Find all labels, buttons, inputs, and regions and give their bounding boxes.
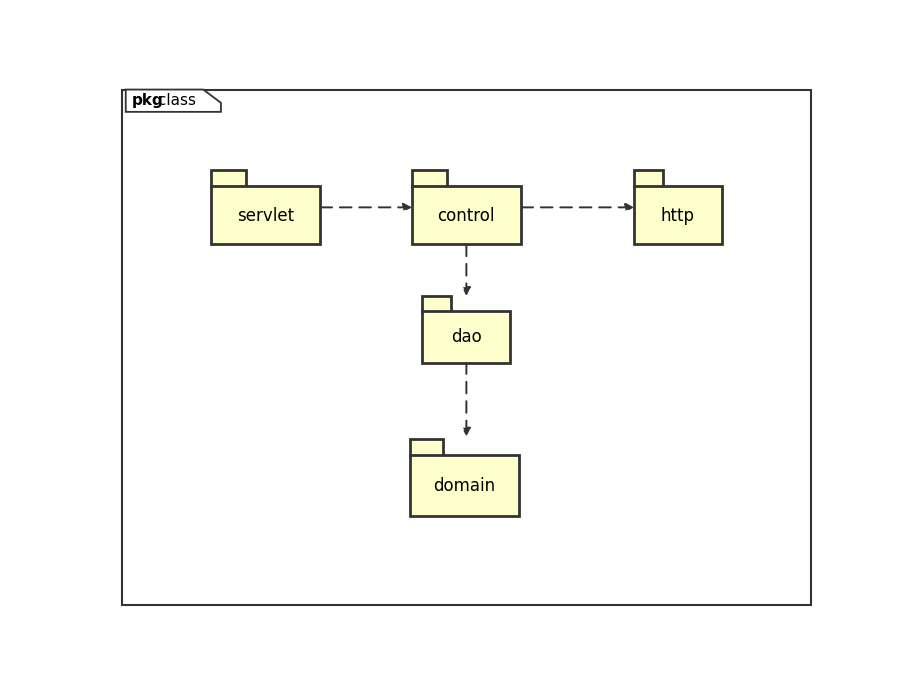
Bar bbox=[422, 311, 511, 362]
Bar bbox=[211, 170, 246, 187]
Bar bbox=[411, 170, 447, 187]
Bar bbox=[422, 296, 450, 312]
Text: http: http bbox=[661, 207, 695, 225]
Bar bbox=[634, 170, 663, 187]
Text: servlet: servlet bbox=[237, 207, 294, 225]
Text: domain: domain bbox=[433, 477, 495, 495]
Text: dao: dao bbox=[451, 329, 481, 347]
Bar bbox=[410, 455, 519, 516]
Bar bbox=[211, 186, 320, 245]
Text: pkg: pkg bbox=[131, 93, 163, 108]
Bar bbox=[634, 186, 722, 245]
Polygon shape bbox=[126, 90, 221, 112]
Text: class: class bbox=[153, 93, 197, 108]
Bar bbox=[411, 186, 521, 245]
Text: control: control bbox=[438, 207, 495, 225]
Bar bbox=[410, 440, 443, 456]
